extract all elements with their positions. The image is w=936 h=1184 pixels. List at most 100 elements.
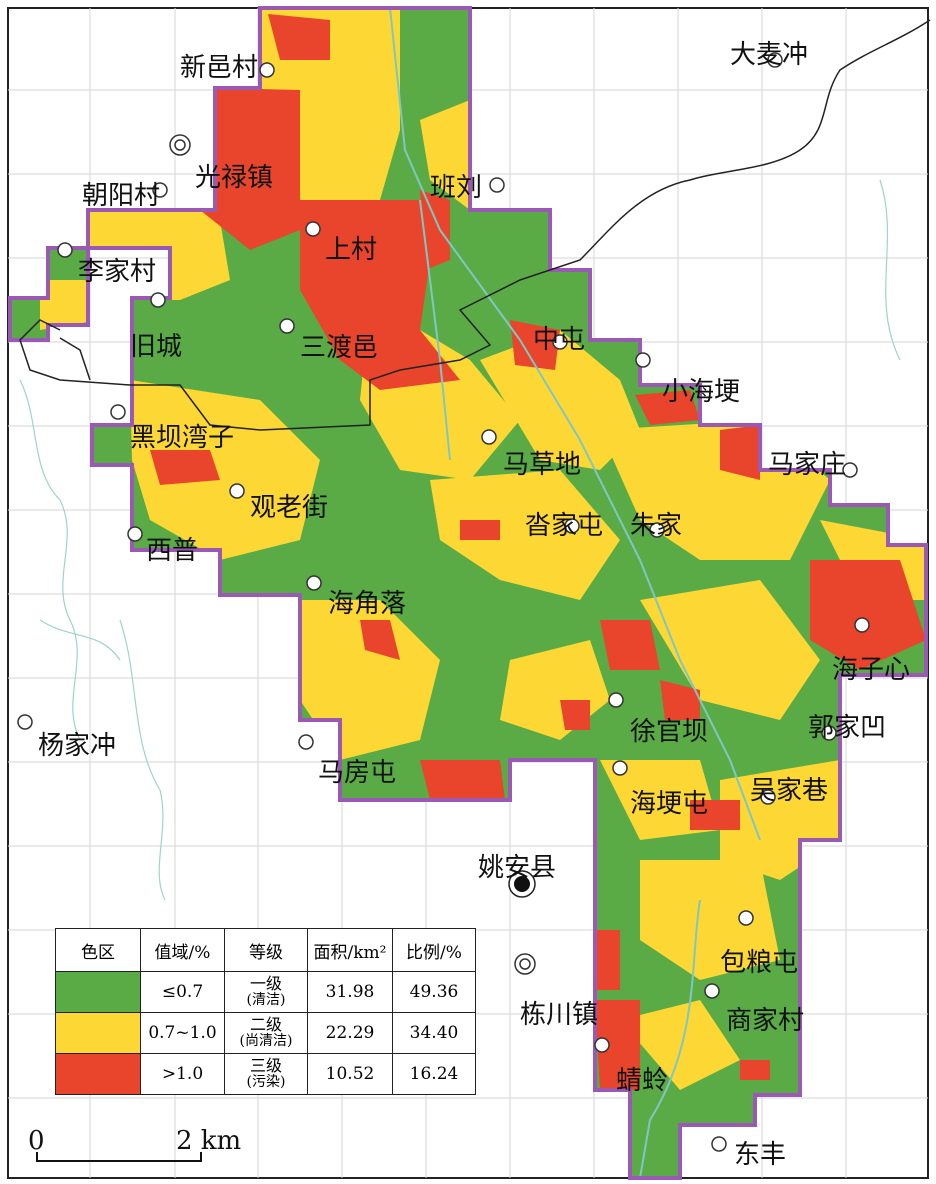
legend-row-polluted: >1.0 三级 (污染) 10.52 16.24 — [55, 1053, 476, 1095]
legend-swatch-red — [55, 1053, 141, 1095]
legend-header-row: 色区 值域/% 等级 面积/km² 比例/% — [55, 928, 476, 972]
village-marker — [57, 242, 73, 258]
place-label: 朝阳村 — [82, 181, 160, 211]
town-marker — [169, 134, 191, 156]
village-marker — [608, 692, 624, 708]
place-label: 新邑村 — [180, 53, 258, 83]
legend-grade-text: 二级 — [249, 1015, 282, 1034]
place-label: 海子心 — [832, 655, 910, 685]
scale-start-label: 0 — [28, 1126, 45, 1156]
place-label: 郭家凹 — [808, 713, 886, 743]
village-marker — [17, 714, 33, 730]
village-marker — [821, 725, 837, 741]
scale-line — [36, 1160, 202, 1162]
place-label: 徐官坝 — [630, 717, 708, 747]
place-label: 小海埂 — [662, 377, 740, 407]
village-marker — [127, 526, 143, 542]
place-label: 大麦冲 — [730, 40, 808, 70]
village-marker — [481, 429, 497, 445]
village-marker — [564, 518, 580, 534]
place-label: 朱家 — [630, 511, 682, 541]
legend-ratio: 34.40 — [392, 1012, 476, 1054]
village-marker — [594, 1037, 610, 1053]
village-marker — [635, 352, 651, 368]
legend-header: 比例/% — [392, 928, 476, 972]
streams — [19, 179, 901, 901]
place-label: 包粮屯 — [720, 948, 798, 978]
place-label: 班刘 — [430, 173, 482, 203]
legend-grade: 一级 (清洁) — [224, 971, 308, 1013]
place-label: 姚安县 — [478, 853, 556, 883]
place-label: 马房屯 — [318, 758, 396, 788]
village-marker — [298, 734, 314, 750]
village-marker — [306, 575, 322, 591]
legend-swatch-yellow — [55, 1012, 141, 1054]
scale-end-label: 2 km — [176, 1126, 242, 1156]
village-marker — [854, 617, 870, 633]
legend-area: 22.29 — [307, 1012, 393, 1054]
legend-range: ≤0.7 — [140, 971, 225, 1013]
place-label: 上村 — [325, 235, 377, 265]
legend-ratio: 16.24 — [392, 1053, 476, 1095]
legend-header: 值域/% — [140, 928, 225, 972]
legend-grade-note: (尚清洁) — [239, 1033, 293, 1049]
place-label: 蜻蛉 — [616, 1066, 668, 1096]
village-marker — [649, 522, 665, 538]
place-label: 海角落 — [328, 589, 406, 619]
legend-header: 等级 — [224, 928, 308, 972]
village-marker — [767, 52, 783, 68]
legend-grade-text: 一级 — [249, 974, 282, 993]
legend-grade-note: (清洁) — [246, 992, 286, 1008]
village-marker — [279, 318, 295, 334]
place-label: 马草地 — [503, 450, 581, 480]
scale-bar: 0 2 km — [28, 1126, 248, 1166]
scale-tick — [200, 1152, 202, 1161]
place-label: 马家庄 — [768, 450, 846, 480]
place-label: 杨家冲 — [38, 731, 116, 761]
legend-swatch-green — [55, 971, 141, 1013]
legend-row-fairly-clean: 0.7~1.0 二级 (尚清洁) 22.29 34.40 — [55, 1012, 476, 1054]
place-label: 观老街 — [250, 493, 328, 523]
place-label: 吴家巷 — [750, 776, 828, 806]
legend-area: 10.52 — [307, 1053, 393, 1095]
legend-table: 色区 值域/% 等级 面积/km² 比例/% ≤0.7 一级 (清洁) 31.98… — [55, 928, 476, 1095]
legend-range: >1.0 — [140, 1053, 225, 1095]
village-marker — [305, 221, 321, 237]
village-marker — [110, 404, 126, 420]
village-marker — [842, 462, 858, 478]
place-label: 西普 — [146, 536, 198, 566]
village-marker — [711, 1136, 727, 1152]
place-label: 李家村 — [78, 257, 156, 287]
town-marker — [514, 953, 536, 975]
county-seat-dot — [514, 876, 530, 892]
study-area-boundary — [8, 6, 928, 1180]
town-marker-inner — [174, 139, 186, 151]
place-label: 商家村 — [726, 1006, 804, 1036]
village-marker — [489, 177, 505, 193]
village-marker — [152, 182, 168, 198]
scale-tick — [36, 1152, 38, 1161]
place-label: 光禄镇 — [195, 163, 273, 193]
village-marker — [738, 910, 754, 926]
town-marker-inner — [519, 958, 531, 970]
village-marker — [760, 789, 776, 805]
admin-border-line — [19, 19, 931, 431]
legend-ratio: 49.36 — [392, 971, 476, 1013]
legend-header: 面积/km² — [307, 928, 393, 972]
village-marker — [704, 983, 720, 999]
place-label: 中屯 — [533, 325, 585, 355]
legend-range: 0.7~1.0 — [140, 1012, 225, 1054]
place-label: 三渡邑 — [300, 333, 378, 363]
village-marker — [259, 62, 275, 78]
legend-grade-text: 三级 — [249, 1056, 282, 1075]
village-marker — [229, 483, 245, 499]
place-label: 海埂屯 — [630, 789, 708, 819]
legend-grade: 二级 (尚清洁) — [224, 1012, 308, 1054]
village-marker — [612, 760, 628, 776]
legend-row-clean: ≤0.7 一级 (清洁) 31.98 49.36 — [55, 971, 476, 1013]
legend-header: 色区 — [55, 928, 141, 972]
place-label: 东丰 — [734, 1140, 786, 1170]
